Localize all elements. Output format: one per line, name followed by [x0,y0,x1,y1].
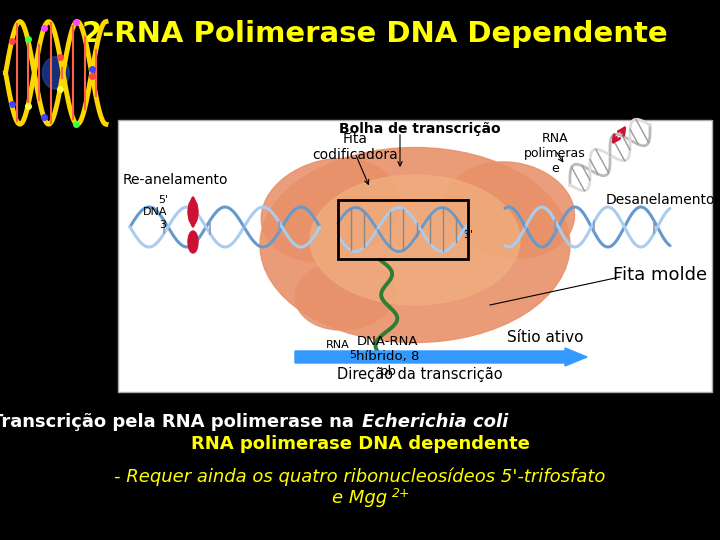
Text: 5': 5' [349,350,359,360]
Text: RNA
polimeras
e: RNA polimeras e [524,132,586,175]
Text: 3: 3 [160,220,166,230]
Text: DNA: DNA [143,207,167,217]
Ellipse shape [446,162,575,258]
Text: RNA polimerase DNA dependente: RNA polimerase DNA dependente [191,435,529,453]
Ellipse shape [188,201,198,223]
Ellipse shape [261,158,399,261]
Circle shape [42,57,69,89]
Text: Sítio ativo: Sítio ativo [507,330,583,345]
Text: RNA: RNA [326,340,350,350]
Text: - Requer ainda os quatro ribonucleosídeos 5'-trifosfato: - Requer ainda os quatro ribonucleosídeo… [114,467,606,485]
Bar [338,200,468,259]
Text: 2-RNA Polimerase DNA Dependente: 2-RNA Polimerase DNA Dependente [82,20,668,48]
Ellipse shape [188,231,198,253]
Text: Echerichia coli: Echerichia coli [362,413,508,431]
Bar [118,120,712,392]
Text: Fita
codificadora: Fita codificadora [312,132,398,162]
Text: Transcrição pela RNA polimerase na: Transcrição pela RNA polimerase na [0,413,360,431]
Text: Desanelamento: Desanelamento [606,193,715,207]
Text: Direção da transcrição: Direção da transcrição [337,367,503,382]
Text: 2+: 2+ [392,487,410,500]
Text: 3': 3' [463,230,473,240]
Text: e Mgg: e Mgg [333,489,387,507]
Text: DNA-RNA
híbrido, 8
pb: DNA-RNA híbrido, 8 pb [356,335,420,378]
FancyArrow shape [295,348,587,366]
Text: Re-anelamento: Re-anelamento [122,173,228,187]
Text: Fita molde: Fita molde [613,266,707,284]
Ellipse shape [295,260,395,330]
Ellipse shape [260,147,570,342]
Text: Bolha de transcrição: Bolha de transcrição [339,122,501,136]
Ellipse shape [310,175,520,305]
Text: 5': 5' [158,195,168,205]
